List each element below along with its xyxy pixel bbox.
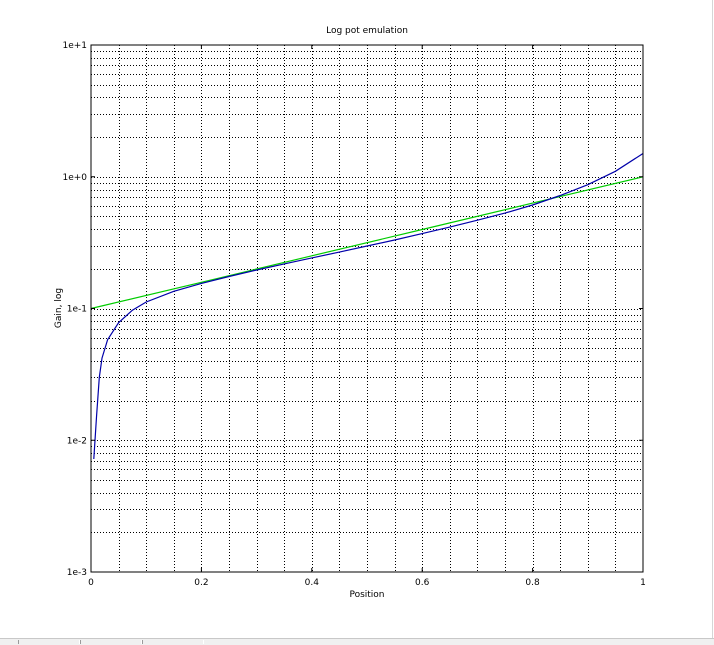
y-tick-label: 1e-1 (67, 305, 87, 315)
x-tick-label: 0.2 (194, 578, 208, 588)
taskbar-strip (0, 638, 714, 645)
chart-title: Log pot emulation (326, 26, 408, 36)
grid (91, 45, 643, 572)
y-tick-label: 1e-2 (67, 436, 87, 446)
series-line-blue (93, 152, 644, 460)
x-tick-label: 1 (640, 578, 646, 588)
x-axis-label: Position (349, 590, 384, 600)
x-tick-label: 0 (88, 578, 94, 588)
taskbar-tab[interactable] (142, 640, 204, 644)
taskbar-tab[interactable] (80, 640, 142, 644)
x-tick-label: 0.6 (415, 578, 430, 588)
series-layer (90, 152, 644, 460)
y-tick-label: 1e+0 (62, 173, 87, 183)
x-tick-label: 0.4 (305, 578, 320, 588)
y-tick-label: 1e+1 (62, 41, 87, 51)
ticks: 0 0.2 0.4 0.6 0.8 1 1e-3 1e-2 1e-1 1e+0 1e+1 (62, 41, 645, 588)
x-tick-label: 0.8 (525, 578, 540, 588)
y-tick-label: 1e-3 (67, 568, 87, 578)
window-edge (712, 0, 713, 644)
taskbar-tab[interactable] (18, 640, 80, 644)
y-axis-label: Gain, log (54, 288, 64, 328)
